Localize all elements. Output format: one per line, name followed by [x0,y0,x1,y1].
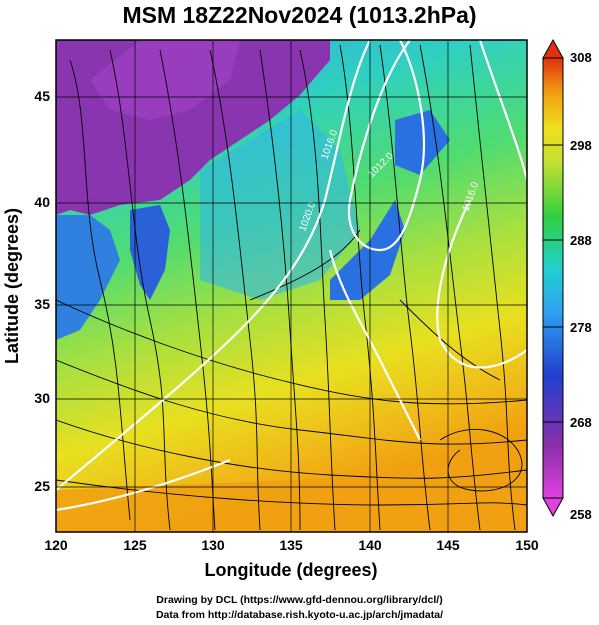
x-tick-125: 125 [123,537,147,553]
grid [56,40,527,532]
colorbar-bottom-arrow [542,497,564,518]
colorbar-top-arrow [542,38,564,59]
colorbar: 308 298 288 278 268 258 [542,38,592,522]
temperature-field [56,40,527,532]
y-tick-30: 30 [34,390,50,406]
streamlines [56,44,527,531]
y-tick-labels: 25 30 35 40 45 [34,88,50,494]
x-axis-label: Longitude (degrees) [204,560,377,580]
colorbar-tick-308: 308 [570,50,592,65]
x-tick-labels: 120 125 130 135 140 145 150 [44,537,539,553]
plot-frame [55,39,528,533]
colorbar-tick-278: 278 [570,320,592,335]
colorbar-gradient [542,57,564,499]
y-tick-25: 25 [34,478,50,494]
x-tick-130: 130 [201,537,225,553]
y-tick-45: 45 [34,88,50,104]
x-tick-120: 120 [44,537,68,553]
y-axis-label: Latitude (degrees) [2,208,22,364]
x-tick-140: 140 [358,537,382,553]
x-tick-135: 135 [279,537,303,553]
y-tick-35: 35 [34,296,50,312]
x-tick-145: 145 [436,537,460,553]
footer-data-source: Data from http://database.rish.kyoto-u.a… [155,609,444,621]
colorbar-tick-268: 268 [570,415,592,430]
isobars [56,40,527,512]
x-tick-150: 150 [515,537,539,553]
colorbar-tick-258: 258 [570,507,592,522]
footer-credit: Drawing by DCL (https://www.gfd-dennou.o… [156,594,443,606]
colorbar-tick-288: 288 [570,233,592,248]
colorbar-tick-298: 298 [570,138,592,153]
map-title: MSM 18Z22Nov2024 (1013.2hPa) [122,2,477,28]
y-tick-40: 40 [34,194,50,210]
